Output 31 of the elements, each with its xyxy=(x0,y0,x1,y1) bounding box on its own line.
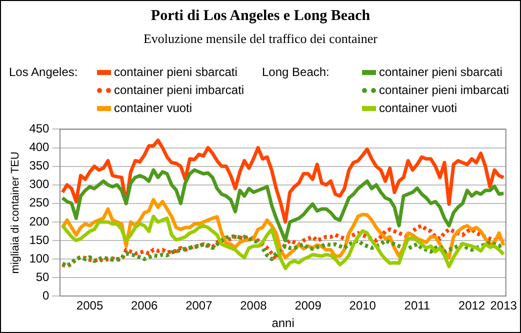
legend-label: container pieni imbarcati xyxy=(114,83,244,97)
legend-label: container vuoti xyxy=(379,101,458,115)
x-tick-label: 2012 xyxy=(458,298,486,313)
x-tick-label: 2013 xyxy=(490,298,518,313)
y-tick-label: 400 xyxy=(29,140,50,154)
text: Long Beach: xyxy=(262,65,330,79)
x-tick-label: 2008 xyxy=(240,298,268,313)
legend-label: container pieni sbarcati xyxy=(379,65,502,79)
y-tick-label: 0 xyxy=(42,288,50,303)
legend-label: container pieni sbarcati xyxy=(114,65,238,79)
y-tick-label: 150 xyxy=(29,232,50,247)
x-tick-label: 2010 xyxy=(349,298,376,313)
y-axis-title: migliaia di container TEU xyxy=(10,152,22,274)
x-axis-title: anni xyxy=(272,316,294,330)
x-tick-label: 2006 xyxy=(130,298,158,313)
y-tick-label: 450 xyxy=(29,122,50,136)
chart-subtitle: Evoluzione mensile del traffico dei container xyxy=(142,31,379,47)
legend-label: container pieni imbarcati xyxy=(379,83,510,97)
chart-title: Porti di Los Angeles e Long Beach xyxy=(150,8,372,25)
y-tick-label: 250 xyxy=(29,196,50,210)
y-tick-label: 200 xyxy=(29,214,50,228)
x-tick-label: 2005 xyxy=(76,298,104,313)
text: Los Angeles: xyxy=(9,65,78,79)
x-tick-label: 2009 xyxy=(294,298,322,313)
y-tick-label: 350 xyxy=(29,158,50,173)
x-tick-label: 2007 xyxy=(186,298,213,313)
y-tick-label: 300 xyxy=(29,177,50,192)
y-tick-label: 50 xyxy=(36,270,50,284)
legend-label: container vuoti xyxy=(114,101,192,115)
y-tick-label: 100 xyxy=(29,251,50,266)
x-tick-label: 2011 xyxy=(404,298,430,313)
